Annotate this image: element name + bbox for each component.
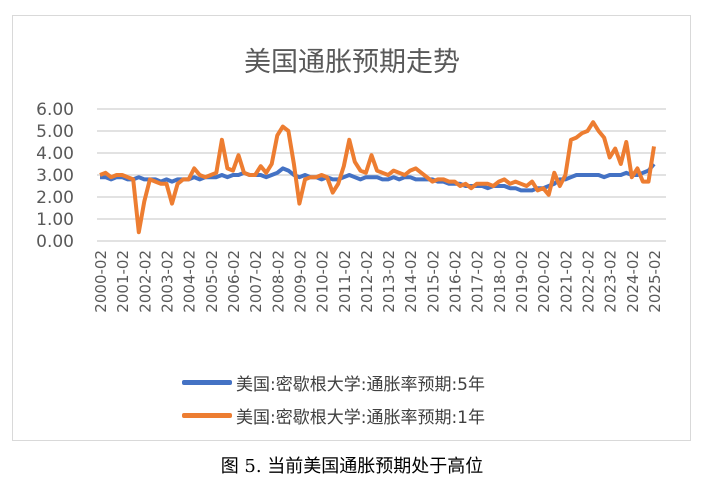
legend-label-5y: 美国:密歇根大学:通胀率预期:5年 xyxy=(236,375,485,395)
x-tick-label: 2002-02 xyxy=(136,250,154,313)
x-tick-label: 2001-02 xyxy=(114,250,132,313)
x-tick-label: 2014-02 xyxy=(402,250,420,313)
chart-frame xyxy=(12,15,691,441)
x-tick-label: 2000-02 xyxy=(92,250,110,313)
x-tick-label: 2006-02 xyxy=(225,250,243,313)
x-tick-label: 2003-02 xyxy=(158,250,176,313)
legend-swatch-5y xyxy=(182,380,232,385)
x-tick-label: 2008-02 xyxy=(269,250,287,313)
y-tick-label: 0.00 xyxy=(36,232,74,252)
y-tick-label: 6.00 xyxy=(36,100,74,120)
chart-title: 美国通胀预期走势 xyxy=(244,47,460,78)
x-tick-label: 2012-02 xyxy=(358,250,376,313)
x-tick-label: 2015-02 xyxy=(424,250,442,313)
y-tick-label: 3.00 xyxy=(36,166,74,186)
x-tick-label: 2004-02 xyxy=(181,250,199,313)
legend-label-1y: 美国:密歇根大学:通胀率预期:1年 xyxy=(236,408,485,428)
legend-item-5y: 美国:密歇根大学:通胀率预期:5年 xyxy=(182,370,485,395)
x-tick-label: 2018-02 xyxy=(491,250,509,313)
legend-item-1y: 美国:密歇根大学:通胀率预期:1年 xyxy=(182,403,485,428)
x-tick-label: 2016-02 xyxy=(447,250,465,313)
x-tick-label: 2007-02 xyxy=(247,250,265,313)
x-tick-label: 2024-02 xyxy=(624,250,642,313)
x-tick-label: 2017-02 xyxy=(469,250,487,313)
x-tick-label: 2010-02 xyxy=(314,250,332,313)
y-tick-label: 5.00 xyxy=(36,122,74,142)
x-tick-label: 2013-02 xyxy=(380,250,398,313)
figure-caption: 图 5. 当前美国通胀预期处于高位 xyxy=(220,456,484,477)
legend-swatch-1y xyxy=(182,413,232,418)
x-tick-label: 2020-02 xyxy=(535,250,553,313)
x-tick-label: 2005-02 xyxy=(203,250,221,313)
y-tick-label: 1.00 xyxy=(36,210,74,230)
y-tick-label: 4.00 xyxy=(36,144,74,164)
x-tick-label: 2025-02 xyxy=(646,250,664,313)
series-line-1y xyxy=(99,120,656,235)
x-tick-label: 2011-02 xyxy=(336,250,354,313)
x-tick-label: 2021-02 xyxy=(557,250,575,313)
x-tick-label: 2009-02 xyxy=(291,250,309,313)
y-tick-label: 2.00 xyxy=(36,188,74,208)
x-tick-label: 2019-02 xyxy=(513,250,531,313)
x-tick-label: 2022-02 xyxy=(580,250,598,313)
x-tick-label: 2023-02 xyxy=(602,250,620,313)
